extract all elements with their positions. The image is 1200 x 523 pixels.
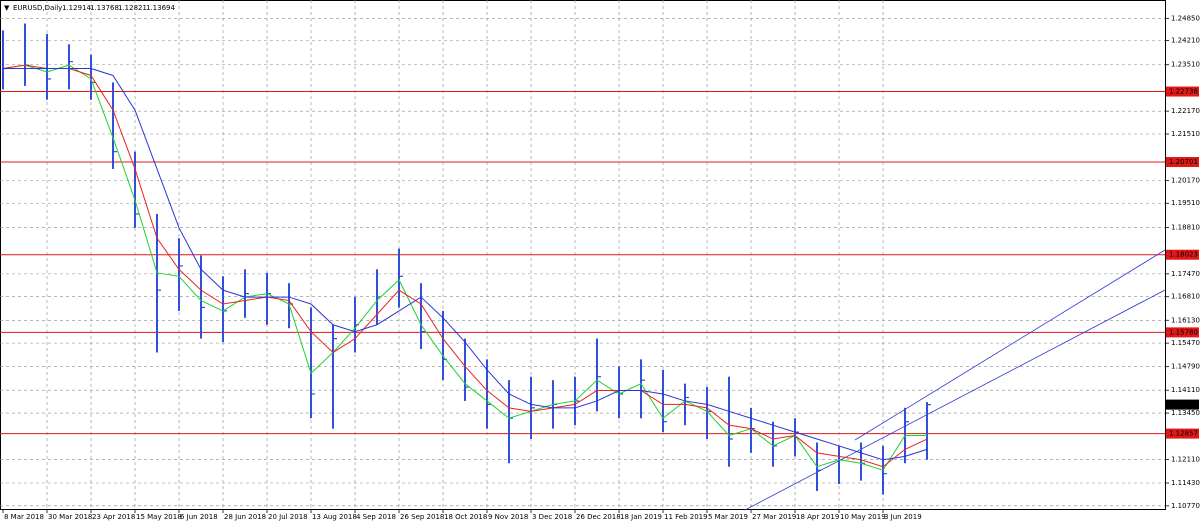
level-tag	[1166, 157, 1199, 168]
level-label: 1.12857	[1169, 430, 1198, 438]
channel-lower	[744, 289, 1166, 511]
x-tick-label: 8 Mar 2018	[4, 513, 44, 521]
y-tick-label: 1.24210	[1171, 37, 1200, 45]
y-tick-label: 1.24850	[1171, 14, 1200, 22]
x-tick-label: 6 Jun 2018	[180, 513, 218, 521]
price-label: 1.13694	[1169, 401, 1198, 409]
moving-average	[2, 64, 928, 468]
y-tick-label: 1.21510	[1171, 130, 1200, 138]
x-tick-label: 26 Sep 2018	[400, 513, 444, 521]
level-tag	[1166, 86, 1199, 97]
moving-averages	[2, 64, 928, 471]
x-tick-label: 9 Nov 2018	[488, 513, 528, 521]
quote-open: 1.12914	[62, 4, 91, 12]
price-tag	[1166, 399, 1199, 410]
header: ▼ EURUSD,Daily 1.12914 1.13768 1.12821 1…	[4, 4, 175, 12]
x-tick-label: 27 Mar 2019	[752, 513, 796, 521]
quote-low: 1.12821	[118, 4, 147, 12]
channel-upper	[854, 249, 1166, 441]
y-tick-label: 1.11430	[1171, 479, 1200, 487]
symbol: EURUSD,Daily	[13, 4, 62, 12]
y-tick-label: 1.19510	[1171, 199, 1200, 207]
level-tag	[1166, 327, 1199, 338]
level-tag	[1166, 249, 1199, 260]
x-tick-label: 4 Sep 2018	[356, 513, 396, 521]
moving-average	[2, 64, 927, 471]
x-tick-label: 18 Jan 2019	[620, 513, 662, 521]
x-tick-label: 3 Dec 2018	[532, 513, 572, 521]
y-tick-label: 1.14790	[1171, 363, 1200, 371]
y-tick-label: 1.22170	[1171, 107, 1200, 115]
y-tick-label: 1.16130	[1171, 316, 1200, 324]
quote-close: 1.13694	[146, 4, 175, 12]
x-tick-label: 23 Apr 2018	[92, 513, 135, 521]
y-tick-label: 1.23510	[1171, 61, 1200, 69]
x-tick-label: 18 Apr 2019	[796, 513, 839, 521]
x-tick-label: 20 Jul 2018	[268, 513, 308, 521]
y-tick-label: 1.12110	[1171, 455, 1200, 463]
y-tick-label: 1.15470	[1171, 339, 1200, 347]
x-tick-label: 10 May 2019	[840, 513, 886, 521]
y-tick-label: 1.13450	[1171, 409, 1200, 417]
level-label: 1.20701	[1169, 158, 1198, 166]
level-label: 1.15780	[1169, 328, 1198, 336]
y-tick-label: 1.14110	[1171, 386, 1200, 394]
x-tick-label: 18 Oct 2018	[444, 513, 487, 521]
axes: 1.24850 1.24210 1.23510 1.22170 1.21510 1.201…	[2, 14, 1200, 521]
x-tick-label: 11 Feb 2019	[664, 513, 708, 521]
y-tick-label: 1.10770	[1171, 502, 1200, 510]
x-tick-label: 26 Dec 2018	[576, 513, 621, 521]
level-label: 1.22736	[1169, 88, 1198, 96]
x-tick-label: 28 Jun 2018	[224, 513, 266, 521]
moving-average	[3, 68, 928, 461]
quote-high: 1.13768	[90, 4, 119, 12]
x-tick-label: 15 May 2018	[136, 513, 182, 521]
x-tick-label: 3 Jun 2019	[884, 513, 922, 521]
levels	[0, 91, 1165, 435]
y-tick-label: 1.17470	[1171, 270, 1200, 278]
level-tag	[1166, 428, 1199, 439]
x-tick-label: 30 Mar 2018	[48, 513, 92, 521]
y-tick-label: 1.18810	[1171, 223, 1200, 231]
level-label: 1.18023	[1169, 251, 1198, 259]
menu-arrow[interactable]: ▼	[4, 4, 10, 12]
x-tick-label: 13 Aug 2018	[312, 513, 357, 521]
y-tick-label: 1.20170	[1171, 176, 1200, 184]
y-tick-label: 1.16810	[1171, 293, 1200, 301]
x-tick-label: 5 Mar 2019	[708, 513, 748, 521]
